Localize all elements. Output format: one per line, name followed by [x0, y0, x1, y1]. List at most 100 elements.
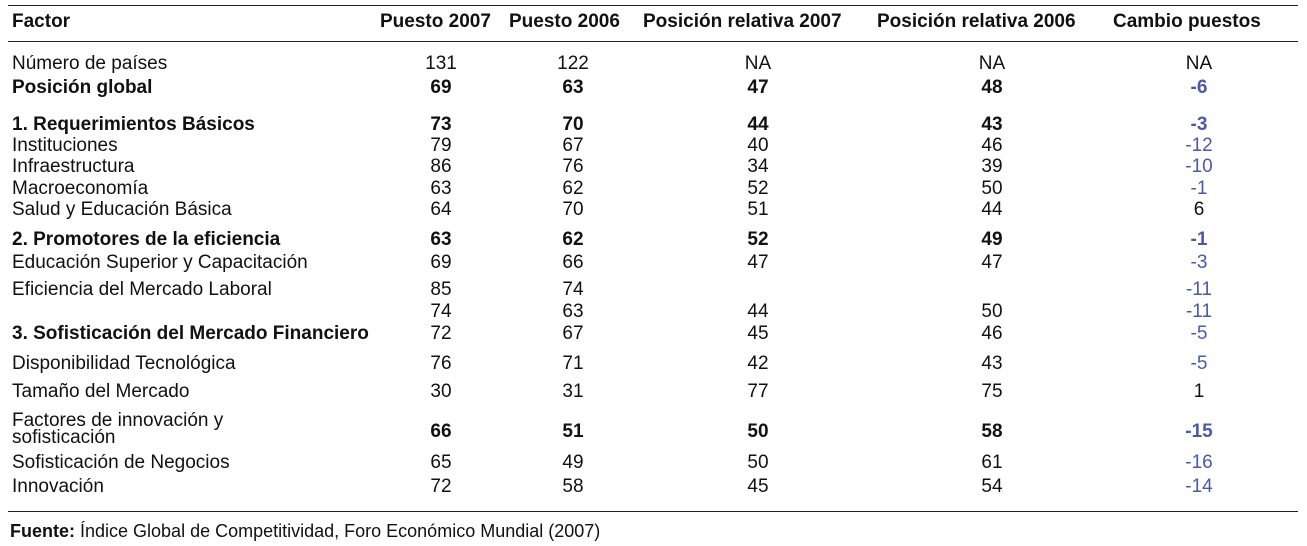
- source-text: Índice Global de Competitividad, Foro Ec…: [75, 521, 601, 541]
- cell-puesto-2006: 58: [562, 476, 584, 497]
- cell-cambio-puestos: -3: [1190, 252, 1208, 273]
- cell-puesto-2007: 79: [430, 135, 452, 156]
- source-label: Fuente:: [10, 521, 75, 541]
- cell-factor: 3. Sofisticación del Mercado Financiero: [12, 323, 369, 344]
- cell-posicion-relativa-2007: 40: [747, 135, 769, 156]
- cell-cambio-puestos: -1: [1190, 229, 1208, 250]
- cell-puesto-2007: 85: [430, 279, 452, 300]
- cell-posicion-relativa-2007: 45: [747, 476, 769, 497]
- cell-posicion-relativa-2006: 58: [981, 421, 1003, 442]
- cell-puesto-2006: 49: [562, 452, 584, 473]
- cell-cambio-puestos: -16: [1185, 452, 1213, 473]
- cell-posicion-relativa-2006: 48: [981, 77, 1003, 98]
- cell-puesto-2006: 74: [562, 279, 584, 300]
- cell-cambio-puestos: 1: [1193, 381, 1205, 402]
- cell-posicion-relativa-2006: NA: [978, 53, 1006, 74]
- cell-factor: Infraestructura: [12, 156, 135, 177]
- cell-puesto-2006: 51: [562, 421, 584, 442]
- cell-factor: Factores de innovación y: [12, 410, 224, 431]
- cell-factor: Tamaño del Mercado: [12, 381, 190, 402]
- cell-posicion-relativa-2006: 50: [981, 178, 1003, 199]
- cell-posicion-relativa-2007: 52: [747, 229, 769, 250]
- cell-factor: Sofisticación de Negocios: [12, 452, 230, 473]
- cell-posicion-relativa-2007: 50: [747, 452, 769, 473]
- cell-puesto-2007: 131: [425, 53, 457, 74]
- cell-puesto-2006: 63: [562, 301, 584, 322]
- cell-cambio-puestos: -14: [1185, 476, 1213, 497]
- cell-factor: Salud y Educación Básica: [12, 199, 232, 220]
- cell-factor: sofisticación: [12, 427, 116, 448]
- cell-puesto-2007: 64: [430, 199, 452, 220]
- cell-puesto-2007: 30: [430, 381, 452, 402]
- cell-posicion-relativa-2007: 47: [747, 77, 769, 98]
- cell-posicion-relativa-2007: 45: [747, 323, 769, 344]
- cell-factor: Disponibilidad Tecnológica: [12, 353, 236, 374]
- cell-posicion-relativa-2007: 47: [747, 252, 769, 273]
- cell-puesto-2007: 69: [430, 252, 452, 273]
- cell-cambio-puestos: -11: [1185, 301, 1213, 322]
- cell-posicion-relativa-2007: 52: [747, 178, 769, 199]
- cell-cambio-puestos: -1: [1190, 178, 1208, 199]
- cell-cambio-puestos: -11: [1185, 279, 1213, 300]
- cell-factor: 1. Requerimientos Básicos: [12, 114, 255, 135]
- cell-puesto-2007: 74: [430, 301, 452, 322]
- cell-puesto-2006: 122: [557, 53, 589, 74]
- cell-puesto-2006: 62: [562, 229, 584, 250]
- cell-posicion-relativa-2007: 50: [747, 421, 769, 442]
- cell-puesto-2006: 66: [562, 252, 584, 273]
- cell-puesto-2007: 63: [430, 178, 452, 199]
- cell-puesto-2007: 73: [430, 114, 452, 135]
- cell-posicion-relativa-2007: 34: [747, 156, 769, 177]
- cell-puesto-2007: 72: [430, 476, 452, 497]
- cell-puesto-2006: 67: [562, 323, 584, 344]
- cell-puesto-2006: 71: [562, 353, 584, 374]
- header-puesto-2007: Puesto 2007: [380, 11, 491, 32]
- cell-cambio-puestos: -6: [1190, 77, 1208, 98]
- cell-posicion-relativa-2007: NA: [744, 53, 772, 74]
- cell-puesto-2006: 76: [562, 156, 584, 177]
- cell-factor: Posición global: [12, 77, 153, 98]
- cell-posicion-relativa-2006: 61: [981, 452, 1003, 473]
- cell-factor: Número de países: [12, 53, 168, 74]
- header-posicion-relativa-2006: Posición relativa 2006: [877, 11, 1076, 32]
- header-factor: Factor: [12, 11, 71, 32]
- cell-factor: Instituciones: [12, 135, 118, 156]
- cell-factor: Eficiencia del Mercado Laboral: [12, 279, 272, 300]
- table-top-rule: [8, 5, 1298, 6]
- cell-posicion-relativa-2006: 43: [981, 353, 1003, 374]
- header-posicion-relativa-2007: Posición relativa 2007: [643, 11, 842, 32]
- cell-posicion-relativa-2006: 50: [981, 301, 1003, 322]
- cell-puesto-2006: 63: [562, 77, 584, 98]
- header-cambio-puestos: Cambio puestos: [1113, 11, 1261, 32]
- cell-cambio-puestos: -3: [1190, 114, 1208, 135]
- cell-puesto-2006: 31: [562, 381, 584, 402]
- cell-puesto-2007: 66: [430, 421, 452, 442]
- cell-posicion-relativa-2007: 42: [747, 353, 769, 374]
- cell-posicion-relativa-2006: 49: [981, 229, 1003, 250]
- cell-posicion-relativa-2006: 39: [981, 156, 1003, 177]
- cell-posicion-relativa-2006: 47: [981, 252, 1003, 273]
- source-note: Fuente: Índice Global de Competitividad,…: [10, 520, 600, 542]
- cell-posicion-relativa-2006: 46: [981, 323, 1003, 344]
- cell-posicion-relativa-2007: 44: [747, 114, 769, 135]
- cell-cambio-puestos: -5: [1190, 323, 1208, 344]
- cell-puesto-2006: 67: [562, 135, 584, 156]
- cell-cambio-puestos: -15: [1185, 421, 1213, 442]
- cell-cambio-puestos: -10: [1185, 156, 1213, 177]
- header-puesto-2006: Puesto 2006: [509, 11, 620, 32]
- cell-factor: Innovación: [12, 476, 104, 497]
- cell-puesto-2006: 62: [562, 178, 584, 199]
- cell-puesto-2007: 86: [430, 156, 452, 177]
- cell-puesto-2007: 76: [430, 353, 452, 374]
- cell-cambio-puestos: 6: [1193, 199, 1205, 220]
- cell-puesto-2007: 69: [430, 77, 452, 98]
- cell-puesto-2007: 72: [430, 323, 452, 344]
- cell-posicion-relativa-2006: 43: [981, 114, 1003, 135]
- cell-puesto-2007: 65: [430, 452, 452, 473]
- cell-puesto-2006: 70: [562, 199, 584, 220]
- cell-posicion-relativa-2006: 75: [981, 381, 1003, 402]
- cell-posicion-relativa-2007: 44: [747, 301, 769, 322]
- table-header-rule: [8, 41, 1298, 42]
- cell-posicion-relativa-2006: 44: [981, 199, 1003, 220]
- cell-posicion-relativa-2006: 54: [981, 476, 1003, 497]
